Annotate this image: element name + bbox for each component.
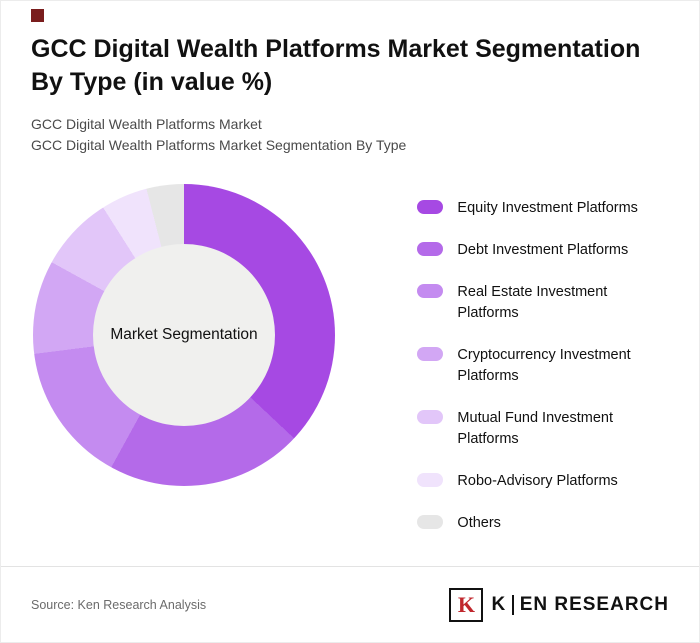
legend-label: Robo-Advisory Platforms — [457, 473, 618, 490]
legend-swatch-others — [417, 515, 444, 530]
donut-hole: Market Segmentation — [93, 244, 275, 426]
page-title: GCC Digital Wealth Platforms Market Segm… — [31, 35, 641, 96]
ken-research-logo: K K EN RESEARCH — [449, 588, 669, 622]
legend-item-others: Others — [417, 513, 669, 534]
legend-label: Debt Investment Platforms — [457, 242, 629, 259]
legend-item-cryptocurrency: Cryptocurrency Investment Platforms — [417, 345, 669, 387]
donut-chart-area: Market Segmentation — [31, 184, 385, 486]
legend-label: Cryptocurrency Investment Platforms — [457, 347, 631, 385]
legend-item-debt: Debt Investment Platforms — [417, 240, 669, 261]
logo-wordmark: K EN RESEARCH — [491, 594, 669, 616]
logo-wordmark-first: K — [491, 594, 507, 615]
subtitle-line-2: GCC Digital Wealth Platforms Market Segm… — [31, 137, 407, 153]
ken-research-logo-icon: K — [449, 588, 484, 622]
logo-letter: K — [457, 592, 476, 617]
logo-wordmark-rest: EN RESEARCH — [519, 594, 669, 615]
legend-swatch-debt — [417, 242, 444, 257]
legend-item-real-estate: Real Estate Investment Platforms — [417, 282, 669, 324]
donut-center-label: Market Segmentation — [110, 326, 258, 343]
legend-label: Mutual Fund Investment Platforms — [457, 410, 613, 448]
legend-swatch-real-estate — [417, 284, 444, 299]
legend-swatch-mutual-fund — [417, 410, 444, 425]
legend-swatch-cryptocurrency — [417, 347, 444, 362]
legend-label: Real Estate Investment Platforms — [457, 284, 608, 322]
footer: Source: Ken Research Analysis K K EN RES… — [1, 568, 699, 642]
legend-swatch-robo-advisory — [417, 473, 444, 488]
chart-section: Market Segmentation Equity Investment Pl… — [1, 156, 699, 534]
legend-item-robo-advisory: Robo-Advisory Platforms — [417, 471, 669, 492]
legend-label: Equity Investment Platforms — [457, 200, 638, 216]
footer-divider — [1, 566, 699, 567]
donut-chart: Market Segmentation — [33, 184, 335, 486]
header: GCC Digital Wealth Platforms Market Segm… — [1, 1, 699, 156]
legend-swatch-equity — [417, 200, 444, 214]
legend-item-equity: Equity Investment Platforms — [417, 198, 669, 219]
brand-mark — [31, 9, 44, 22]
subtitle-line-1: GCC Digital Wealth Platforms Market — [31, 116, 262, 132]
subtitle-block: GCC Digital Wealth Platforms Market GCC … — [31, 114, 669, 156]
chart-legend: Equity Investment Platforms Debt Investm… — [385, 184, 669, 534]
legend-label: Others — [457, 515, 501, 532]
source-text: Source: Ken Research Analysis — [31, 598, 207, 612]
legend-item-mutual-fund: Mutual Fund Investment Platforms — [417, 408, 669, 450]
logo-wordmark-divider — [512, 595, 514, 615]
